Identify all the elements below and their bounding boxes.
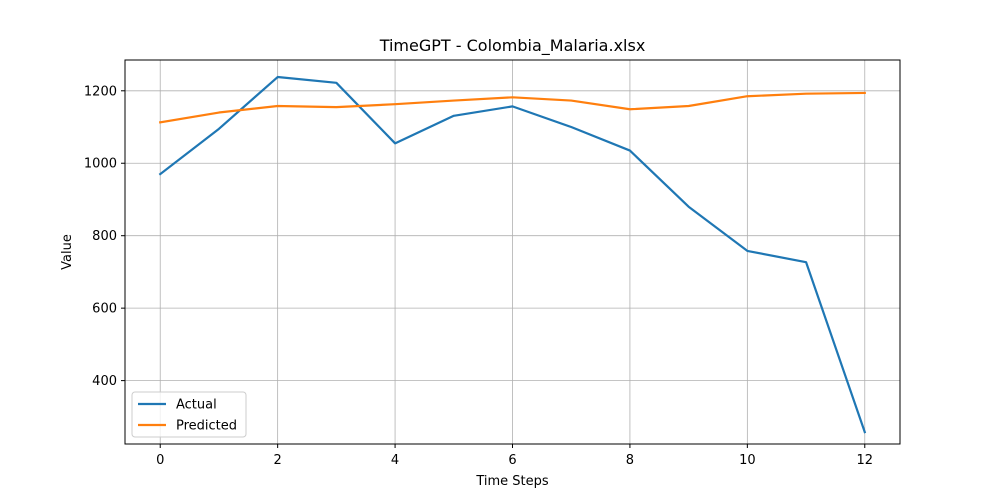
x-tick-label: 8: [626, 453, 634, 468]
y-tick-label: 1200: [84, 84, 117, 99]
series-line-actual: [158, 75, 867, 434]
x-tick-label: 2: [274, 453, 282, 468]
axis-ticks: 0 2 4 6 8 10 12 400 600 800 1000 1200: [84, 84, 873, 468]
series-line-predicted: [158, 91, 866, 124]
x-axis-label: Time Steps: [475, 474, 549, 489]
x-tick-label: 12: [856, 453, 873, 468]
y-tick-label: 400: [92, 374, 117, 389]
x-tick-label: 10: [739, 453, 756, 468]
x-tick-label: 6: [508, 453, 516, 468]
x-tick-label: 4: [391, 453, 399, 468]
legend-label-actual: Actual: [176, 398, 217, 413]
y-tick-label: 800: [92, 229, 117, 244]
x-tick-label: 0: [156, 453, 164, 468]
series-lines: [158, 75, 867, 434]
chart-title: TimeGPT - Colombia_Malaria.xlsx: [379, 36, 646, 56]
y-tick-label: 600: [92, 302, 117, 317]
legend: Actual Predicted: [131, 391, 247, 438]
y-axis-label: Value: [60, 234, 75, 270]
legend-label-predicted: Predicted: [176, 419, 237, 434]
grid: [125, 60, 900, 444]
y-tick-label: 1000: [84, 157, 117, 172]
